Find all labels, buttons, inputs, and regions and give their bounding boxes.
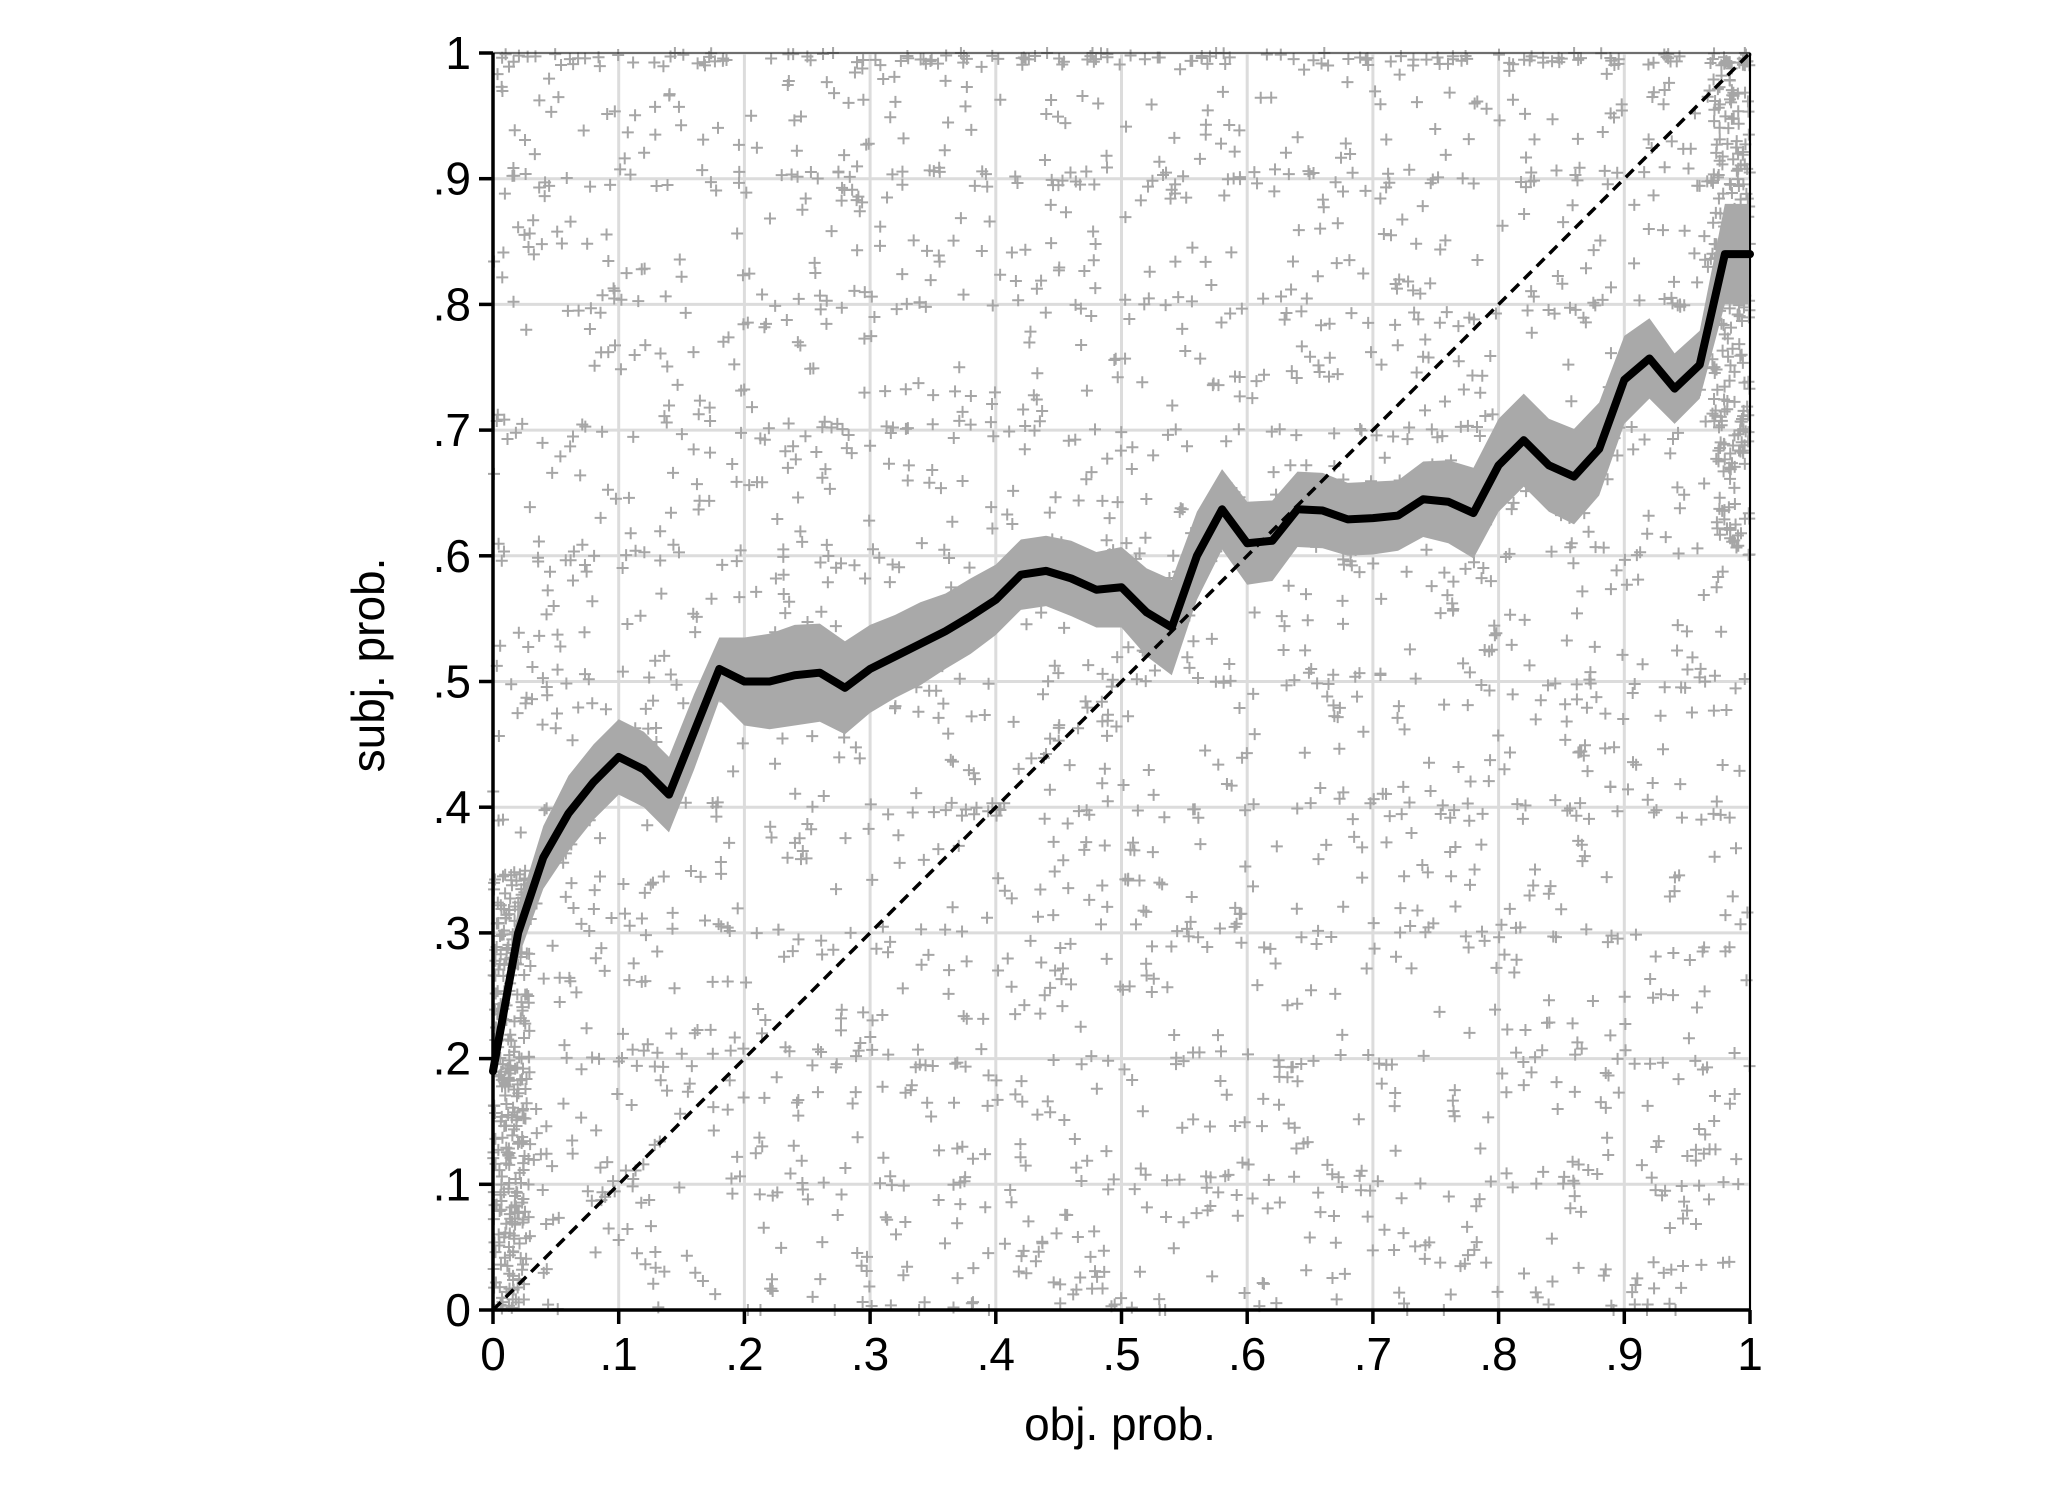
x-tick-label: .6 — [1228, 1328, 1266, 1380]
x-tick-label: .1 — [600, 1328, 638, 1380]
x-tick-label: .3 — [851, 1328, 889, 1380]
y-tick-labels: 0 .1 .2 .3 .4 .5 .6 .7 .8 .9 1 — [433, 27, 471, 1336]
x-tick-label: 1 — [1737, 1328, 1763, 1380]
axes — [479, 51, 1752, 1324]
y-tick-label: .2 — [433, 1033, 471, 1085]
x-tick-labels: 0 .1 .2 .3 .4 .5 .6 .7 .8 .9 1 — [480, 1328, 1763, 1380]
diagonal-group — [491, 51, 1752, 1312]
x-tick-label: .8 — [1479, 1328, 1517, 1380]
y-tick-label: .7 — [433, 404, 471, 456]
x-axis-title: obj. prob. — [1024, 1398, 1216, 1450]
confidence-band-group — [493, 203, 1750, 1072]
x-tick-label: .7 — [1354, 1328, 1392, 1380]
diagonal-reference-line — [491, 51, 1752, 1312]
y-tick-label: .6 — [433, 530, 471, 582]
y-tick-label: .1 — [433, 1158, 471, 1210]
y-tick-label: .9 — [433, 153, 471, 205]
y-tick-label: 0 — [445, 1284, 471, 1336]
x-tick-label: 0 — [480, 1328, 506, 1380]
y-tick-label: 1 — [445, 27, 471, 79]
smoothed-line-group — [489, 250, 1754, 1076]
x-tick-label: .4 — [977, 1328, 1015, 1380]
x-tick-label: .5 — [1102, 1328, 1140, 1380]
y-axis-title: subj. prob. — [342, 558, 394, 773]
smoothed-line — [489, 250, 1754, 1076]
y-tick-label: .4 — [433, 781, 471, 833]
y-tick-label: .5 — [433, 656, 471, 708]
y-tick-label: .8 — [433, 278, 471, 330]
x-tick-label: .2 — [725, 1328, 763, 1380]
confidence-band — [493, 203, 1750, 1072]
x-tick-label: .9 — [1605, 1328, 1643, 1380]
y-tick-label: .3 — [433, 907, 471, 959]
